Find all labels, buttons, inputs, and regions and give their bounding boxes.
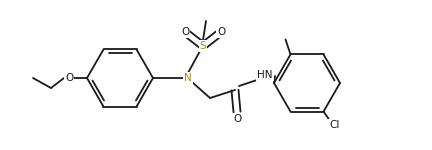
Text: O: O — [181, 27, 189, 37]
Text: O: O — [217, 27, 225, 37]
Text: Cl: Cl — [329, 120, 340, 130]
Text: N: N — [184, 73, 192, 83]
Text: O: O — [233, 114, 241, 124]
Text: O: O — [65, 73, 73, 83]
Text: S: S — [200, 41, 206, 51]
Text: HN: HN — [257, 70, 273, 80]
